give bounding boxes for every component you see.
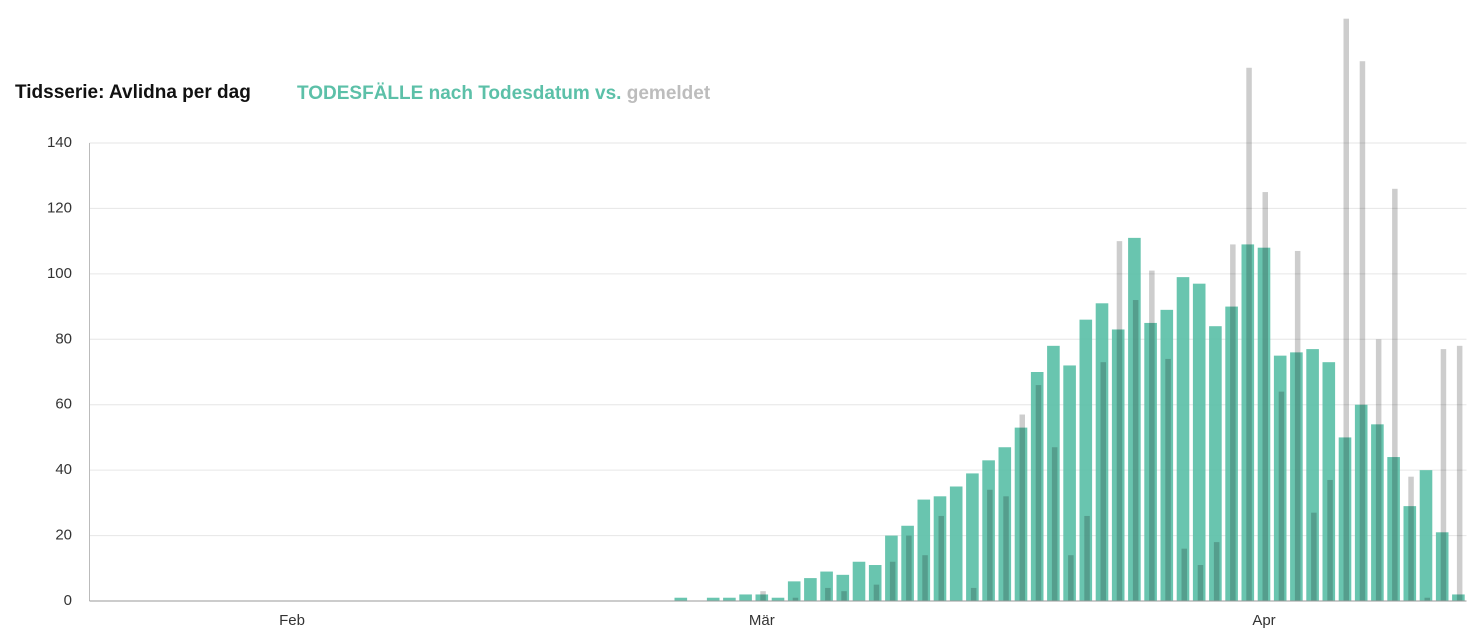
bar — [1278, 391, 1285, 601]
bar — [825, 587, 831, 601]
bar — [674, 597, 688, 601]
bar — [1197, 565, 1204, 601]
bar — [706, 597, 720, 601]
bar — [1116, 241, 1123, 601]
bar — [723, 597, 736, 601]
y-tick-label: 120 — [47, 199, 72, 216]
bar — [787, 581, 801, 601]
bar — [889, 561, 896, 601]
bar — [1084, 515, 1090, 601]
x-tick-label: Mär — [749, 612, 775, 629]
bar — [1327, 479, 1333, 601]
bar — [1068, 555, 1074, 601]
legend-entry: TODESFÄLLE nach Todesdatum — [297, 83, 590, 104]
bar — [1149, 270, 1155, 601]
bar — [1440, 349, 1447, 601]
bar — [1213, 542, 1220, 601]
y-tick-label: 60 — [55, 396, 72, 413]
bar — [1294, 250, 1301, 601]
legend: TODESFÄLLE nach Todesdatum vs. gemeldet — [297, 83, 711, 104]
bar — [841, 591, 847, 601]
legend-entry: gemeldet — [627, 83, 711, 104]
bar — [966, 473, 979, 601]
x-tick-label: Feb — [279, 612, 305, 629]
bar — [987, 489, 993, 601]
y-tick-label: 100 — [47, 265, 72, 282]
bar — [1165, 358, 1171, 601]
bar — [852, 561, 866, 601]
bar — [792, 597, 799, 601]
chart-title: Tidsserie: Avlidna per dag — [15, 82, 251, 103]
bar — [1176, 277, 1190, 601]
bar — [804, 578, 817, 601]
bar — [739, 594, 752, 601]
bar — [1100, 362, 1106, 601]
bar — [949, 486, 963, 601]
bar — [771, 597, 785, 601]
bar — [1408, 476, 1414, 601]
bar — [1132, 300, 1139, 601]
bar — [1230, 244, 1236, 601]
bar — [1419, 470, 1433, 601]
bar — [1262, 192, 1268, 602]
bar — [938, 515, 944, 601]
bar — [1456, 345, 1463, 601]
bar — [873, 584, 880, 601]
bar — [1192, 283, 1206, 601]
y-tick-label: 140 — [47, 134, 72, 151]
bar — [1311, 512, 1317, 601]
bar — [1246, 67, 1252, 601]
bar — [1375, 339, 1382, 601]
legend-joiner: vs. — [595, 83, 621, 104]
bar — [1209, 326, 1222, 601]
bar — [1063, 365, 1076, 601]
y-tick-label: 40 — [55, 461, 72, 478]
bar — [1424, 597, 1430, 601]
y-tick-label: 20 — [55, 527, 72, 544]
bar — [1343, 18, 1349, 601]
bar — [970, 587, 977, 601]
y-tick-label: 80 — [55, 330, 72, 347]
bar — [906, 535, 912, 601]
bar — [760, 591, 766, 601]
bar — [1035, 385, 1042, 601]
bar — [1181, 548, 1187, 601]
bar — [1019, 414, 1025, 601]
x-tick-label: Apr — [1252, 612, 1275, 629]
bar — [1051, 447, 1058, 601]
bar — [1003, 496, 1009, 601]
bar — [1392, 188, 1398, 602]
y-tick-label: 0 — [64, 592, 72, 609]
bar — [922, 555, 928, 601]
bar — [1359, 61, 1366, 601]
